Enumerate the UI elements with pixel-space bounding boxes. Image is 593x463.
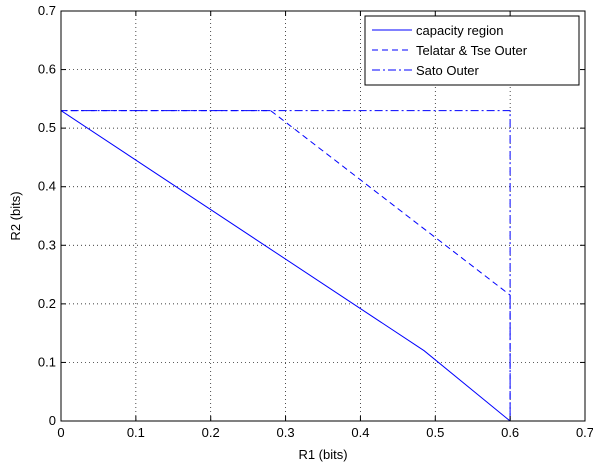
x-tick-labels: 0 0.1 0.2 0.3 0.4 0.5 0.6 0.7 bbox=[57, 425, 593, 440]
legend-label-capacity-region: capacity region bbox=[416, 23, 503, 38]
y-tick-labels: 0 0.1 0.2 0.3 0.4 0.5 0.6 0.7 bbox=[38, 3, 56, 428]
y-tick-label: 0.5 bbox=[38, 120, 56, 135]
x-tick-label: 0.3 bbox=[277, 425, 295, 440]
y-tick-label: 0.2 bbox=[38, 296, 56, 311]
x-axis-label: R1 (bits) bbox=[298, 447, 347, 462]
y-axis-label: R2 (bits) bbox=[8, 191, 23, 240]
y-tick-label: 0.7 bbox=[38, 3, 56, 18]
x-tick-label: 0.6 bbox=[501, 425, 519, 440]
y-tick-label: 0.6 bbox=[38, 62, 56, 77]
x-tick-label: 0.1 bbox=[127, 425, 145, 440]
legend: capacity region Telatar & Tse Outer Sato… bbox=[364, 15, 580, 86]
plot-frame bbox=[60, 10, 586, 422]
legend-box bbox=[364, 15, 580, 86]
y-tick-label: 0.1 bbox=[38, 354, 56, 369]
series-line-1 bbox=[61, 110, 511, 421]
x-tick-label: 0.2 bbox=[202, 425, 220, 440]
legend-label-sato-outer: Sato Outer bbox=[416, 63, 480, 78]
ticks bbox=[60, 10, 586, 422]
x-tick-label: 0.5 bbox=[426, 425, 444, 440]
y-tick-label: 0.3 bbox=[38, 237, 56, 252]
y-tick-label: 0 bbox=[49, 413, 56, 428]
legend-label-telatar-tse-outer: Telatar & Tse Outer bbox=[416, 43, 528, 58]
y-tick-label: 0.4 bbox=[38, 179, 56, 194]
x-tick-label: 0.7 bbox=[576, 425, 593, 440]
x-tick-label: 0 bbox=[57, 425, 64, 440]
x-tick-label: 0.4 bbox=[351, 425, 369, 440]
